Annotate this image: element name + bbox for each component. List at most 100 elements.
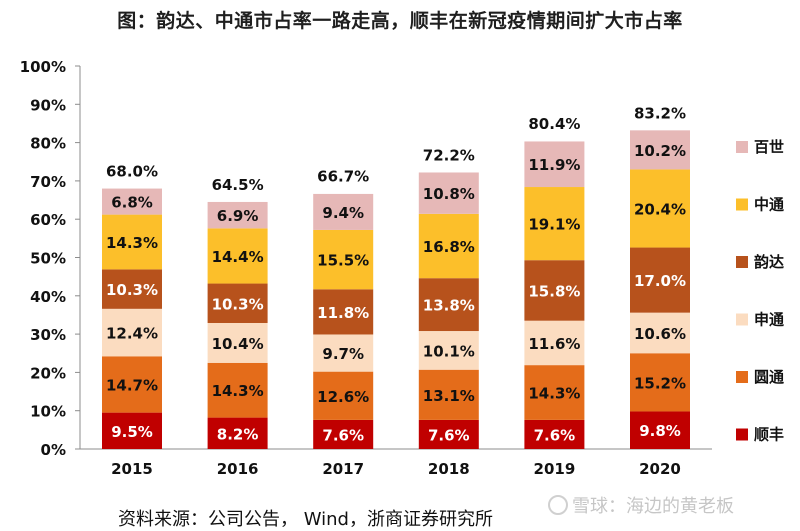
total-value-label: 80.4% [528, 115, 580, 133]
bar-segment [630, 411, 690, 449]
total-value-label: 68.0% [106, 163, 158, 181]
bar-segment [630, 312, 690, 354]
bar-segment [313, 371, 374, 420]
total-value-label: 72.2% [423, 146, 475, 164]
segment-value-label: 20.4% [634, 200, 686, 218]
bar-segment [207, 362, 268, 418]
legend-label: 百世 [754, 138, 784, 156]
bar-segment [207, 283, 268, 323]
total-value-label: 66.7% [317, 168, 369, 186]
segment-value-label: 13.1% [423, 387, 475, 405]
y-tick-label: 0% [41, 441, 66, 459]
segment-value-label: 6.9% [217, 207, 259, 225]
total-value-label: 64.5% [212, 176, 264, 194]
bar-segment [313, 419, 374, 449]
bar-segment [524, 419, 585, 449]
bar-segment [102, 269, 162, 309]
snowball-logo-icon [548, 495, 568, 515]
bar-segment [102, 356, 162, 413]
bar-segment [207, 228, 268, 284]
bar-segment [524, 187, 585, 261]
segment-value-label: 11.8% [317, 304, 369, 322]
segment-value-label: 9.7% [322, 345, 364, 363]
bar-segment [418, 331, 479, 370]
bar-segment [418, 213, 479, 279]
source-note: 资料来源：公司公告， Wind，浙商证券研究所 [118, 509, 493, 530]
bar-segment [630, 169, 690, 248]
bars [102, 130, 690, 449]
y-tick-label: 20% [30, 364, 66, 382]
legend-swatch [736, 198, 748, 211]
legend-swatch [736, 428, 748, 441]
bar-segment [418, 419, 479, 449]
segment-value-label: 17.0% [634, 272, 686, 290]
y-tick-label: 100% [20, 58, 66, 76]
axes: 0% 10% 20% 30% 40% 50% 60% 70% 80% 90% 100% 2015 201… [20, 58, 712, 478]
segment-value-label: 10.4% [212, 335, 264, 353]
segment-value-label: 8.2% [217, 425, 259, 443]
segment-value-label: 15.8% [528, 282, 580, 300]
legend-label: 中通 [754, 196, 784, 214]
segment-value-label: 7.6% [534, 426, 576, 444]
bar-segment [313, 229, 374, 290]
bar-segment [207, 417, 268, 449]
y-tick-label: 50% [30, 250, 66, 268]
legend-swatch [736, 371, 748, 383]
bar-segment [313, 289, 374, 335]
y-tick-label: 70% [30, 173, 66, 191]
segment-value-label: 15.5% [317, 252, 369, 270]
segment-value-label: 11.9% [528, 156, 580, 174]
x-tick-label: 2020 [639, 460, 681, 478]
segment-value-label: 11.6% [528, 335, 580, 353]
segment-value-label: 14.3% [528, 385, 580, 403]
bar-segment [524, 260, 585, 321]
x-tick-label: 2018 [428, 460, 470, 478]
bar-segment [418, 278, 479, 332]
bar-segment [524, 141, 585, 188]
y-tick-label: 10% [30, 403, 66, 421]
segment-value-label: 14.4% [212, 248, 264, 266]
x-tick-label: 2019 [534, 460, 576, 478]
chart-title: 图：韵达、中通市占率一路走高，顺丰在新冠疫情期间扩大市占率 [117, 10, 683, 32]
bar-segment [418, 369, 479, 420]
legend-label: 顺丰 [754, 426, 784, 444]
segment-value-label: 10.2% [634, 142, 686, 160]
segment-value-label: 7.6% [428, 426, 470, 444]
bar-segment [313, 193, 374, 230]
bar-segment [630, 130, 690, 170]
legend-label: 圆通 [754, 368, 784, 386]
watermark: 雪球：海边的黄老板 [548, 492, 734, 518]
y-tick-label: 60% [30, 211, 66, 229]
segment-value-label: 14.7% [106, 376, 158, 394]
bar-segment [102, 412, 162, 449]
x-tick-label: 2017 [322, 460, 364, 478]
segment-value-label: 7.6% [322, 426, 364, 444]
legend-swatch [736, 141, 748, 153]
bar-segment [313, 334, 374, 372]
segment-value-label: 16.8% [423, 238, 475, 256]
bar-segment [207, 322, 268, 363]
segment-value-label: 12.4% [106, 325, 158, 343]
bar-segment [524, 365, 585, 420]
bar-segment [524, 320, 585, 366]
y-tick-label: 90% [30, 96, 66, 114]
segment-value-label: 13.8% [423, 297, 475, 315]
bar-segment [207, 201, 268, 229]
y-tick-label: 40% [30, 288, 66, 306]
legend-label: 申通 [754, 311, 784, 329]
legend-swatch [736, 256, 748, 268]
data-labels: 9.5% 14.7% 12.4% 10.3% 14.3% 6.8% 68.0% 8.2% 14.… [106, 104, 686, 444]
segment-value-label: 12.6% [317, 388, 369, 406]
legend-swatch [736, 313, 748, 326]
segment-value-label: 9.4% [322, 204, 364, 222]
segment-value-label: 9.5% [111, 423, 153, 441]
legend-label: 韵达 [754, 253, 784, 271]
segment-value-label: 10.3% [106, 281, 158, 299]
x-tick-label: 2015 [111, 460, 153, 478]
segment-value-label: 19.1% [528, 216, 580, 234]
segment-value-label: 14.3% [212, 382, 264, 400]
bar-segment [102, 308, 162, 357]
segment-value-label: 10.8% [423, 185, 475, 203]
